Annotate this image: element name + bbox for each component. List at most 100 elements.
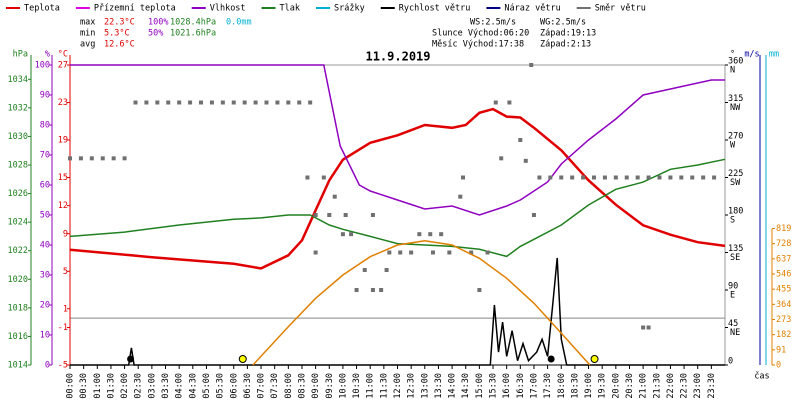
direction-point bbox=[340, 232, 345, 237]
direction-point bbox=[384, 268, 389, 272]
info-text: WS:2.5m/s bbox=[470, 18, 516, 28]
x-tick-label: 01:30 bbox=[106, 373, 116, 399]
x-tick-label: 16:00 bbox=[502, 373, 512, 399]
stat-text: 0.0mm bbox=[226, 18, 252, 28]
humidity-tick-label: 0 bbox=[45, 361, 50, 371]
direction-point bbox=[297, 100, 302, 105]
temperature-tick-label: 15 bbox=[58, 173, 68, 183]
direction-point bbox=[100, 156, 105, 161]
direction-name: NE bbox=[730, 328, 740, 338]
direction-point bbox=[264, 100, 269, 105]
solar-tick-label: 273 bbox=[776, 315, 791, 325]
humidity-tick-label: 30 bbox=[40, 271, 50, 281]
direction-point bbox=[712, 175, 717, 180]
stat-text: 1021.6hPa bbox=[170, 29, 216, 39]
direction-point bbox=[461, 175, 465, 180]
direction-point bbox=[166, 100, 171, 105]
direction-name: E bbox=[730, 291, 735, 301]
x-tick-label: 02:00 bbox=[120, 373, 130, 399]
x-tick-label: 14:30 bbox=[461, 373, 471, 399]
moon-marker bbox=[547, 355, 555, 363]
x-tick-label: 06:30 bbox=[243, 373, 253, 399]
temperature-tick-label: 23 bbox=[58, 98, 68, 108]
x-tick-label: 11:30 bbox=[379, 373, 389, 399]
series-line bbox=[70, 64, 725, 216]
direction-point bbox=[641, 325, 646, 330]
direction-point bbox=[313, 250, 318, 255]
sun-marker bbox=[238, 355, 247, 363]
humidity-tick-label: 100 bbox=[35, 61, 50, 71]
x-tick-label: 17:00 bbox=[529, 373, 539, 399]
series-line bbox=[70, 257, 725, 366]
info-text: Západ:19:13 bbox=[540, 29, 596, 39]
direction-point bbox=[253, 100, 258, 105]
direction-point bbox=[144, 100, 149, 105]
humidity-tick-label: 80 bbox=[40, 121, 50, 131]
x-tick-label: 02:30 bbox=[134, 373, 144, 399]
direction-point bbox=[499, 156, 504, 161]
info-text: Západ:2:13 bbox=[540, 40, 591, 50]
direction-point bbox=[199, 100, 203, 105]
direction-tick-label: 90 bbox=[728, 282, 738, 292]
temperature-tick-label: 5 bbox=[63, 267, 68, 277]
legend-label: Rychlost větru bbox=[399, 4, 471, 14]
direction-point bbox=[313, 213, 318, 217]
direction-point bbox=[701, 175, 706, 180]
temperature-tick-label: 27 bbox=[58, 61, 68, 71]
stat-text: 12.6°C bbox=[104, 40, 135, 50]
temperature-axis-title: °C bbox=[58, 50, 68, 60]
humidity-tick-label: 50 bbox=[40, 211, 50, 221]
direction-point bbox=[624, 175, 629, 180]
legend-label: Srážky bbox=[334, 4, 365, 14]
direction-point bbox=[68, 156, 72, 161]
direction-point bbox=[690, 175, 695, 180]
pressure-tick-label: 1026 bbox=[8, 189, 28, 199]
series-line bbox=[252, 240, 591, 366]
x-tick-label: 11:00 bbox=[366, 373, 376, 399]
pressure-tick-label: 1034 bbox=[8, 75, 28, 85]
direction-point bbox=[177, 100, 182, 105]
legend-label: Náraz větru bbox=[504, 4, 560, 14]
direction-tick-label: 270 bbox=[728, 132, 743, 142]
direction-point bbox=[354, 288, 359, 292]
direction-name: W bbox=[730, 141, 736, 151]
direction-tick-label: 0 bbox=[728, 357, 733, 367]
x-tick-label: 13:30 bbox=[434, 373, 444, 399]
direction-point bbox=[518, 138, 523, 142]
direction-point bbox=[327, 213, 332, 217]
x-tick-label: 08:00 bbox=[284, 373, 294, 399]
direction-point bbox=[447, 250, 452, 255]
direction-point bbox=[602, 175, 607, 180]
direction-point bbox=[370, 213, 375, 217]
x-tick-label: 20:30 bbox=[625, 373, 635, 399]
series-line bbox=[69, 158, 726, 258]
direction-point bbox=[646, 175, 651, 180]
legend-label: Přízemní teplota bbox=[94, 4, 176, 14]
x-tick-label: 12:00 bbox=[393, 373, 403, 399]
direction-point bbox=[613, 175, 618, 180]
x-tick-label: 01:00 bbox=[93, 373, 103, 399]
x-tick-label: 22:00 bbox=[666, 373, 676, 399]
direction-point bbox=[458, 194, 463, 199]
pressure-axis-title: hPa bbox=[13, 50, 28, 60]
direction-point bbox=[409, 250, 414, 255]
solar-tick-label: 637 bbox=[776, 254, 791, 264]
direction-point bbox=[220, 100, 225, 105]
direction-point bbox=[529, 63, 534, 67]
direction-point bbox=[430, 250, 435, 255]
solar-tick-label: 546 bbox=[776, 270, 791, 280]
direction-point bbox=[493, 100, 498, 105]
humidity-tick-label: 20 bbox=[40, 301, 50, 311]
direction-tick-label: 360 bbox=[728, 57, 743, 67]
info-text: WG:2.5m/s bbox=[540, 18, 586, 28]
direction-tick-label: 45 bbox=[728, 319, 738, 329]
x-tick-label: 00:30 bbox=[79, 373, 89, 399]
solar-tick-label: 91 bbox=[776, 345, 786, 355]
direction-tick-label: 315 bbox=[728, 94, 743, 104]
x-tick-label: 16:30 bbox=[516, 373, 526, 399]
chart-title: 11.9.2019 bbox=[365, 50, 430, 64]
direction-name: SE bbox=[730, 253, 740, 263]
x-tick-label: 15:00 bbox=[475, 373, 485, 399]
series-line bbox=[69, 107, 726, 270]
